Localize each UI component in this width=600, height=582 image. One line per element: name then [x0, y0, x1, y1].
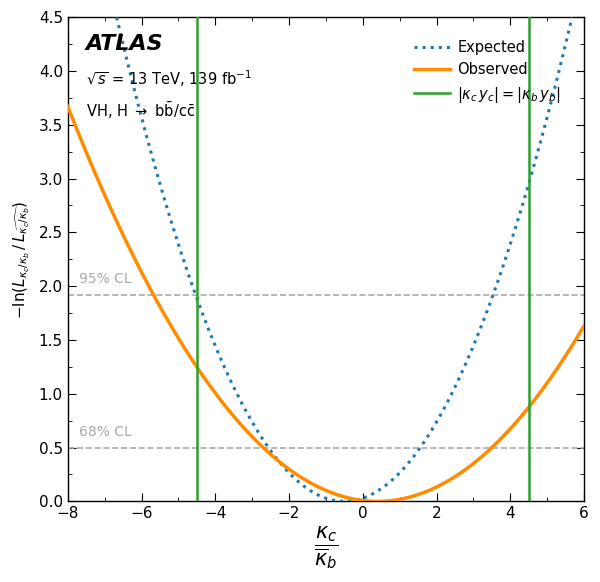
Expected: [244, 410, 251, 417]
Observed: [262, 446, 269, 453]
Observed: [154, 298, 161, 305]
Expected: [341, 498, 348, 505]
Text: $\sqrt{s}$ = 13 TeV, 139 fb$^{-1}$: $\sqrt{s}$ = 13 TeV, 139 fb$^{-1}$: [86, 68, 251, 88]
Expected: [355, 496, 362, 503]
Line: Expected: Expected: [116, 17, 572, 501]
Expected: [113, 14, 120, 21]
Observed: [64, 103, 71, 110]
Observed: [123, 239, 130, 246]
Y-axis label: $- \ln(L_{\kappa_c/\kappa_b}\, /\, L_{\widehat{\kappa_c/\kappa_b}})$: $- \ln(L_{\kappa_c/\kappa_b}\, /\, L_{\w…: [11, 200, 32, 318]
Legend: Expected, Observed, $|\kappa_c\, y_c| = |\kappa_b\, y_b|$: Expected, Observed, $|\kappa_c\, y_c| = …: [408, 34, 566, 111]
Text: 95% CL: 95% CL: [79, 272, 131, 286]
Expected: [194, 297, 201, 304]
Observed: [284, 465, 292, 472]
Text: ATLAS: ATLAS: [86, 34, 163, 54]
Observed: [580, 322, 587, 329]
Expected: [196, 301, 203, 308]
Observed: [571, 339, 578, 346]
Line: Observed: Observed: [68, 107, 584, 501]
Text: VH, H $\rightarrow$ b$\bar{\mathrm{b}}$/c$\bar{\mathrm{c}}$: VH, H $\rightarrow$ b$\bar{\mathrm{b}}$/…: [86, 101, 195, 122]
Expected: [483, 308, 490, 315]
Text: 68% CL: 68% CL: [79, 425, 131, 439]
Observed: [374, 498, 381, 505]
Expected: [568, 14, 575, 21]
X-axis label: $\dfrac{\kappa_c}{\overline{\kappa}_b}$: $\dfrac{\kappa_c}{\overline{\kappa}_b}$: [314, 524, 338, 571]
Expected: [127, 70, 134, 77]
Observed: [515, 416, 522, 423]
